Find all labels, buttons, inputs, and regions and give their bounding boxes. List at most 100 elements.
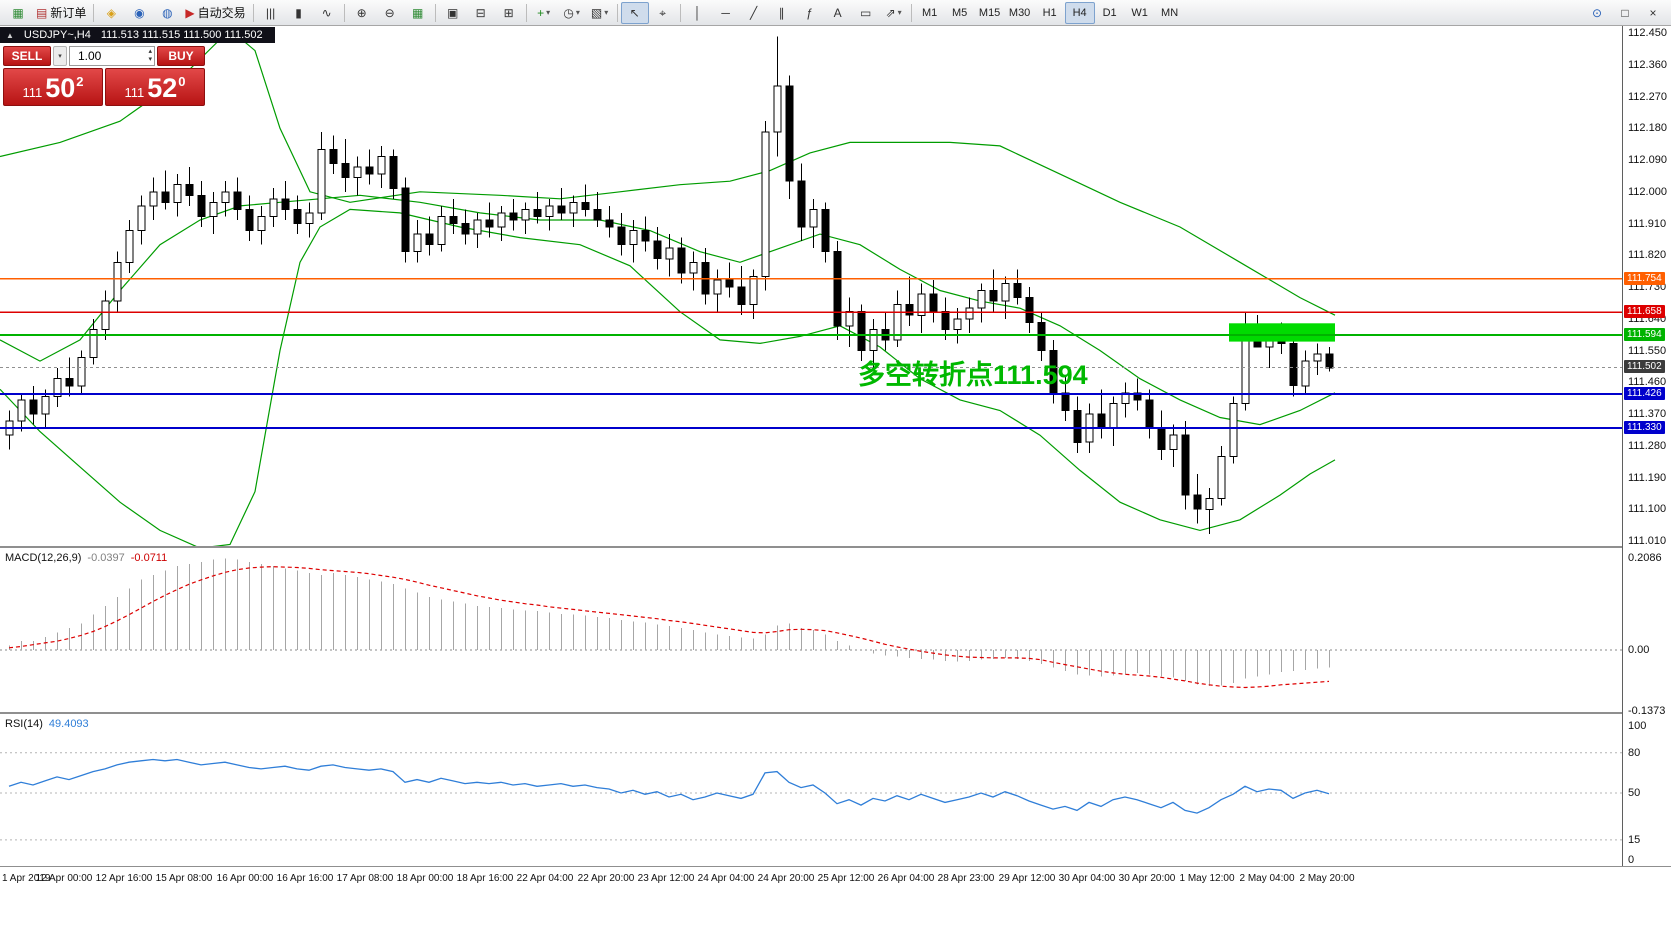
time-label: 23 Apr 12:00	[637, 873, 695, 884]
timeframe-m30-button-label: M30	[1008, 6, 1031, 19]
cursor-button[interactable]: ↖	[620, 1, 649, 24]
time-label: 2 May 20:00	[1299, 873, 1355, 884]
horizontal-line-button[interactable]: ─	[712, 2, 740, 24]
tile-horizontally-button[interactable]: ⊟	[467, 2, 495, 24]
sell-price-prefix: 111	[22, 84, 43, 100]
order-type-dropdown[interactable]: ▾	[53, 46, 67, 66]
rsi-name: RSI(14)	[5, 718, 43, 730]
label-icon: ▭	[859, 5, 872, 20]
sell-price-display[interactable]: 111 50 2	[3, 68, 103, 106]
volume-field[interactable]: 1.00 ▴ ▾	[69, 46, 155, 66]
time-label: 22 Apr 04:00	[516, 873, 574, 884]
price-pane[interactable]	[0, 26, 1622, 546]
templates-button[interactable]: ▧ ▾	[586, 2, 614, 24]
macd-tick-label: 0.00	[1628, 644, 1650, 656]
toolbar-separator	[616, 3, 618, 22]
new-chart-icon: ▦	[12, 5, 24, 20]
timeframe-w1-button[interactable]: W1	[1125, 2, 1155, 24]
timeframe-m15-button-label: M15	[978, 6, 1001, 19]
channel-button[interactable]: ∥	[768, 2, 796, 24]
timeframe-m1-button-label: M1	[921, 6, 938, 19]
arrows-icon: ⇗	[885, 5, 896, 20]
price-tick-label: 112.450	[1628, 27, 1667, 39]
timeframe-w1-button-label: W1	[1131, 6, 1148, 19]
grid-button[interactable]: ▦	[404, 2, 432, 24]
timeframe-m5-button[interactable]: M5	[945, 2, 975, 24]
text-icon: A	[833, 5, 842, 20]
new-chart-button[interactable]: ▦	[4, 2, 32, 24]
timeframe-h1-button-label: H1	[1042, 6, 1057, 19]
macd-pane[interactable]	[0, 548, 1622, 712]
rsi-tick-label: 0	[1628, 854, 1635, 866]
toolbar-separator	[525, 3, 527, 22]
new-order-button[interactable]: ▤ 新订单	[32, 2, 90, 24]
data-window-button[interactable]: ◍	[153, 2, 181, 24]
price-tag: 111.658	[1624, 305, 1665, 318]
pane-separator[interactable]	[0, 712, 1671, 714]
time-label: 16 Apr 16:00	[276, 873, 334, 884]
timeframe-mn-button[interactable]: MN	[1155, 2, 1185, 24]
rsi-tick-label: 100	[1628, 720, 1647, 732]
fibonacci-button[interactable]: ƒ	[796, 2, 824, 24]
volume-down-button[interactable]: ▾	[148, 56, 152, 63]
buy-price-display[interactable]: 111 52 0	[105, 68, 205, 106]
market-watch-button[interactable]: ◉	[125, 2, 153, 24]
cascade-windows-button[interactable]: ▣	[439, 2, 467, 24]
time-label: 12 Apr 00:00	[35, 873, 93, 884]
bar-chart-type-button[interactable]: |||	[257, 2, 285, 24]
trendline-button[interactable]: ╱	[740, 2, 768, 24]
add-indicator-icon: +	[537, 5, 545, 20]
highlight-zone[interactable]	[1229, 323, 1335, 342]
chevron-down-icon: ▾	[575, 8, 580, 17]
collapse-icon[interactable]: ▲	[6, 30, 14, 40]
time-label: 25 Apr 12:00	[817, 873, 875, 884]
charts-profile-icon: ◈	[106, 5, 116, 20]
candles	[5, 36, 1334, 534]
horizontal-lines[interactable]	[0, 277, 1622, 430]
add-indicator-button[interactable]: + ▾	[530, 2, 558, 24]
restore-window-button[interactable]: □	[1611, 2, 1639, 24]
candlestick-type-button[interactable]: ▮	[285, 2, 313, 24]
macd-indicator-label: MACD(12,26,9) -0.0397 -0.0711	[5, 552, 167, 564]
rsi-tick-label: 50	[1628, 787, 1641, 799]
grid-icon: ▦	[411, 5, 424, 20]
timeframe-h1-button[interactable]: H1	[1035, 2, 1065, 24]
auto-trading-button[interactable]: ▶ 自动交易	[181, 2, 249, 24]
charts-profile-button[interactable]: ◈	[97, 2, 125, 24]
sell-button[interactable]: SELL	[3, 46, 51, 66]
close-window-button[interactable]: ×	[1639, 2, 1667, 24]
periods-button[interactable]: ◷ ▾	[558, 2, 586, 24]
volume-up-button[interactable]: ▴	[148, 48, 152, 56]
tile-vertically-button[interactable]: ⊞	[495, 2, 523, 24]
fibonacci-icon: ƒ	[806, 5, 813, 20]
rsi-pane[interactable]	[0, 714, 1622, 866]
time-label: 29 Apr 12:00	[998, 873, 1056, 884]
annotation-text[interactable]: 多空转折点111.594	[858, 360, 1088, 390]
timeframe-m30-button[interactable]: M30	[1005, 2, 1035, 24]
tile-horizontally-icon: ⊟	[475, 5, 486, 20]
pane-separator[interactable]	[0, 546, 1671, 548]
label-button[interactable]: ▭	[852, 2, 880, 24]
price-axis[interactable]: 112.450 112.360 112.270 112.180 112.090 112.0…	[1622, 26, 1671, 866]
line-chart-type-button[interactable]: ∿	[313, 2, 341, 24]
crosshair-button[interactable]: ⌖	[649, 2, 677, 24]
timeframe-d1-button[interactable]: D1	[1095, 2, 1125, 24]
time-axis[interactable]: 1 Apr 2019 12 Apr 00:00 12 Apr 16:00 15 Apr…	[0, 866, 1671, 892]
timeframe-m5-button-label: M5	[951, 6, 968, 19]
buy-button[interactable]: BUY	[157, 46, 205, 66]
new-order-button-label: 新订单	[50, 6, 87, 20]
bollinger-bands	[0, 28, 1336, 546]
arrows-button[interactable]: ⇗ ▾	[880, 2, 908, 24]
price-tag: 111.754	[1624, 272, 1665, 285]
one-click-trading-panel: SELL ▾ 1.00 ▴ ▾ BUY 111 50 2 11	[3, 46, 205, 106]
text-button[interactable]: A	[824, 2, 852, 24]
vertical-line-button[interactable]: │	[684, 2, 712, 24]
timeframe-m1-button[interactable]: M1	[915, 2, 945, 24]
zoom-in-button[interactable]: ⊕	[348, 2, 376, 24]
auto-trading-icon: ▶	[185, 5, 195, 20]
search-button[interactable]: ⊙	[1583, 2, 1611, 24]
symbol-quotes: 111.513 111.515 111.500 111.502	[100, 29, 263, 41]
timeframe-m15-button[interactable]: M15	[975, 2, 1005, 24]
zoom-out-button[interactable]: ⊖	[376, 2, 404, 24]
timeframe-h4-button[interactable]: H4	[1064, 1, 1095, 24]
